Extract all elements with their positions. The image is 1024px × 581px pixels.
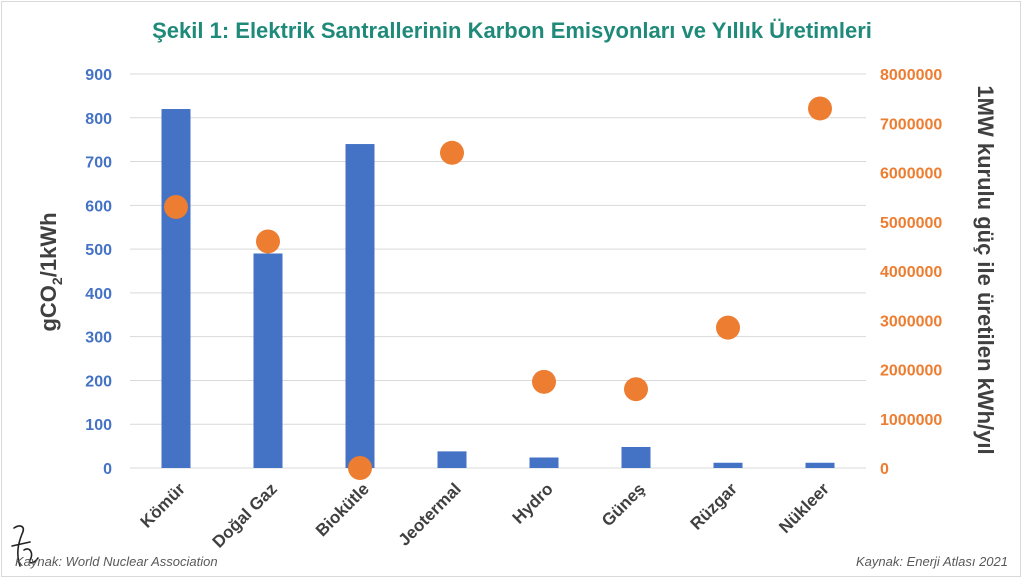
left-axis-ticks: 0 100 200 300 400 500 600 700 800 900	[85, 67, 112, 478]
category-label: Kömür	[137, 479, 189, 531]
category-labels: Kömür Doğal Gaz Biokütle Jeotermal Hydro Güne…	[137, 479, 833, 551]
y-axis-left-label: gCO2/1kWh	[36, 212, 65, 331]
dot-series	[164, 96, 832, 480]
left-tick-label: 200	[85, 373, 112, 390]
category-label: Doğal Gaz	[209, 479, 281, 551]
y-axis-right-label: 1MW kurulu güç ile üretilen kWh/yıl	[973, 85, 998, 454]
point-7	[716, 315, 740, 340]
left-tick-label: 600	[85, 198, 112, 215]
bar-8	[805, 462, 835, 468]
left-tick-label: 300	[85, 330, 112, 347]
point-3	[348, 456, 372, 480]
point-6	[624, 377, 648, 402]
right-tick-label: 0	[880, 461, 889, 478]
category-label: Rüzgar	[687, 479, 741, 533]
point-5	[532, 369, 556, 394]
left-tick-label: 800	[85, 111, 112, 128]
right-tick-label: 1000000	[880, 412, 942, 429]
point-1	[164, 194, 188, 219]
left-tick-label: 0	[103, 461, 112, 478]
source-note-left: Kaynak: World Nuclear Association	[15, 554, 218, 569]
category-label: Biokütle	[312, 479, 373, 540]
right-tick-label: 8000000	[880, 67, 942, 84]
bar-3	[345, 144, 375, 469]
left-tick-label: 100	[85, 417, 112, 434]
bar-series	[161, 109, 835, 469]
left-tick-label: 700	[85, 155, 112, 172]
category-label: Jeotermal	[395, 479, 465, 549]
chart-title: Şekil 1: Elektrik Santrallerinin Karbon …	[152, 18, 872, 43]
right-tick-label: 4000000	[880, 264, 942, 281]
right-tick-label: 5000000	[880, 215, 942, 232]
bar-6	[621, 446, 651, 468]
bar-1	[161, 109, 191, 469]
right-tick-label: 6000000	[880, 166, 942, 183]
left-tick-label: 400	[85, 286, 112, 303]
category-label: Güneş	[598, 479, 649, 530]
bar-2	[253, 253, 283, 468]
category-label: Hydro	[509, 479, 557, 527]
right-tick-label: 7000000	[880, 116, 942, 133]
point-2	[256, 229, 280, 254]
point-8	[808, 96, 832, 121]
bar-7	[713, 462, 743, 468]
signature-mark	[8, 520, 42, 576]
left-tick-label: 900	[85, 67, 112, 84]
bar-4	[437, 451, 467, 468]
bar-5	[529, 457, 559, 468]
right-tick-label: 3000000	[880, 313, 942, 330]
left-tick-label: 500	[85, 242, 112, 259]
gridlines	[130, 73, 866, 469]
point-4	[440, 140, 464, 165]
category-label: Nükleer	[775, 479, 833, 537]
right-tick-label: 2000000	[880, 363, 942, 380]
right-axis-ticks: 0 1000000 2000000 3000000 4000000 5000000 6000…	[880, 67, 942, 478]
source-note-right: Kaynak: Enerji Atlası 2021	[856, 554, 1008, 569]
